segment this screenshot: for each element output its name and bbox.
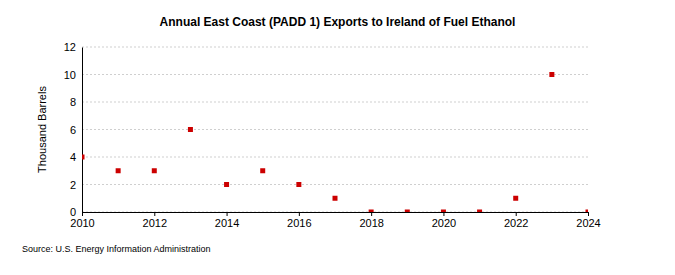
axis-line <box>83 213 589 217</box>
axis-line <box>82 48 83 213</box>
grid-line <box>82 157 588 158</box>
point <box>549 72 554 77</box>
tick-label: 8 <box>70 96 76 108</box>
tick-label: 2024 <box>576 217 600 229</box>
tick: 2014 <box>215 212 239 229</box>
tick-label: 10 <box>64 69 76 81</box>
title: Annual East Coast (PADD 1) Exports to Ir… <box>160 15 516 29</box>
point <box>260 168 265 173</box>
tick-label: 4 <box>70 151 76 163</box>
grid-line <box>82 47 588 48</box>
points <box>82 72 588 212</box>
point <box>224 182 229 187</box>
tick: 2016 <box>287 212 311 229</box>
tick: 8 <box>70 96 82 108</box>
tick-label: 2016 <box>287 217 311 229</box>
point <box>188 127 193 132</box>
point <box>405 210 410 213</box>
tick-label: 2 <box>70 179 76 191</box>
tick-mark <box>154 212 155 216</box>
grid-line <box>82 74 588 75</box>
tick: 10 <box>64 69 82 81</box>
tick: 2022 <box>504 212 528 229</box>
tick-label: 2020 <box>432 217 456 229</box>
tick: 12 <box>64 41 82 53</box>
chart: 2010 2012 2014 2016 2018 2020 2022 2024 0 2 4 6 8 10 1… <box>0 0 675 275</box>
tick-label: 12 <box>64 41 76 53</box>
point <box>116 168 121 173</box>
point <box>441 210 446 213</box>
tick-mark <box>588 212 589 216</box>
tick: 2024 <box>576 212 600 229</box>
tick-mark <box>82 212 83 216</box>
point <box>513 196 518 201</box>
x-axis: 2010 2012 2014 2016 2018 2020 2022 2024 <box>70 212 600 229</box>
grid-line <box>82 102 588 103</box>
tick: 2 <box>70 179 82 191</box>
tick-mark <box>227 212 228 216</box>
tick-label: 2018 <box>359 217 383 229</box>
point <box>333 196 338 201</box>
tick-label: 2014 <box>215 217 239 229</box>
grid-line <box>82 129 588 130</box>
tick: 6 <box>70 124 82 136</box>
source: Source: U.S. Energy Information Administ… <box>22 244 211 254</box>
point <box>152 168 157 173</box>
tick-label: 2010 <box>70 217 94 229</box>
tick-mark <box>299 212 300 216</box>
tick: 2018 <box>359 212 383 229</box>
point <box>369 210 374 213</box>
tick-label: 2012 <box>143 217 167 229</box>
y-label: Thousand Barrels <box>36 86 48 173</box>
point <box>296 182 301 187</box>
tick: 4 <box>70 151 82 163</box>
tick-label: 0 <box>70 206 76 218</box>
point <box>586 210 589 213</box>
tick: 2020 <box>432 212 456 229</box>
tick-mark <box>516 212 517 216</box>
tick: 0 <box>70 206 82 218</box>
y-axis: 0 2 4 6 8 10 12 <box>64 41 83 218</box>
tick-label: 2022 <box>504 217 528 229</box>
point <box>477 210 482 213</box>
tick-mark <box>443 212 444 216</box>
point <box>82 155 85 160</box>
tick: 2012 <box>143 212 167 229</box>
grid-line <box>82 184 588 185</box>
grid <box>82 47 588 212</box>
tick-mark <box>371 212 372 216</box>
tick-label: 6 <box>70 124 76 136</box>
